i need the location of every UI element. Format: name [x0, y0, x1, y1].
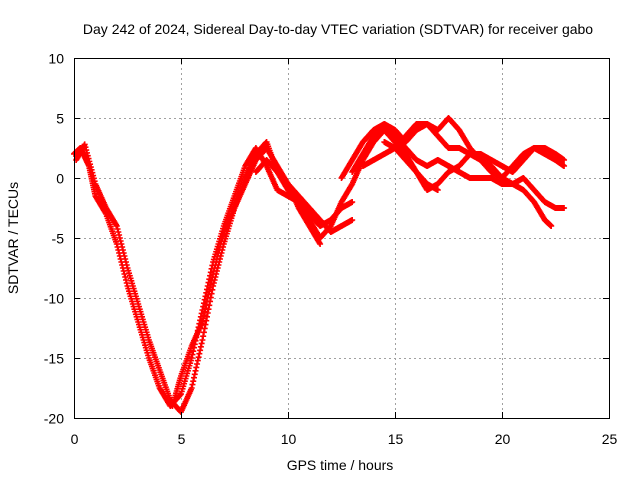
y-tick-label: -20: [44, 411, 64, 427]
y-tick-label: 0: [56, 171, 64, 187]
data-point: [561, 157, 568, 163]
x-tick-label: 5: [178, 431, 186, 447]
data-layer: [71, 115, 568, 415]
data-point: [548, 223, 555, 229]
data-point: [434, 187, 441, 193]
data-point: [561, 205, 568, 211]
data-trace: [381, 139, 568, 193]
x-tick-label: 15: [388, 431, 404, 447]
data-point: [349, 199, 356, 205]
x-tick-label: 20: [495, 431, 511, 447]
data-trace: [169, 145, 356, 409]
data-trace: [252, 127, 441, 241]
grid: [74, 58, 609, 418]
x-tick-label: 0: [71, 431, 79, 447]
y-tick-label: 5: [56, 111, 64, 127]
data-series: [71, 115, 568, 415]
ticks: [74, 58, 610, 419]
x-tick-label: 25: [602, 431, 618, 447]
data-point: [349, 217, 356, 223]
y-tick-label: 10: [48, 51, 64, 67]
y-axis-label: SDTVAR / TECUs: [5, 182, 21, 294]
y-tick-label: -5: [52, 231, 65, 247]
y-tick-labels: 10 5 0 -5 -10 -15 -20: [44, 51, 64, 427]
x-tick-label: 10: [281, 431, 297, 447]
y-tick-label: -10: [44, 291, 64, 307]
x-tick-labels: 0 5 10 15 20 25: [71, 431, 618, 447]
chart-title: Day 242 of 2024, Sidereal Day-to-day VTE…: [83, 21, 593, 37]
y-tick-label: -15: [44, 351, 64, 367]
data-point: [317, 241, 324, 247]
x-axis-label: GPS time / hours: [287, 457, 394, 473]
data-point: [561, 163, 568, 169]
